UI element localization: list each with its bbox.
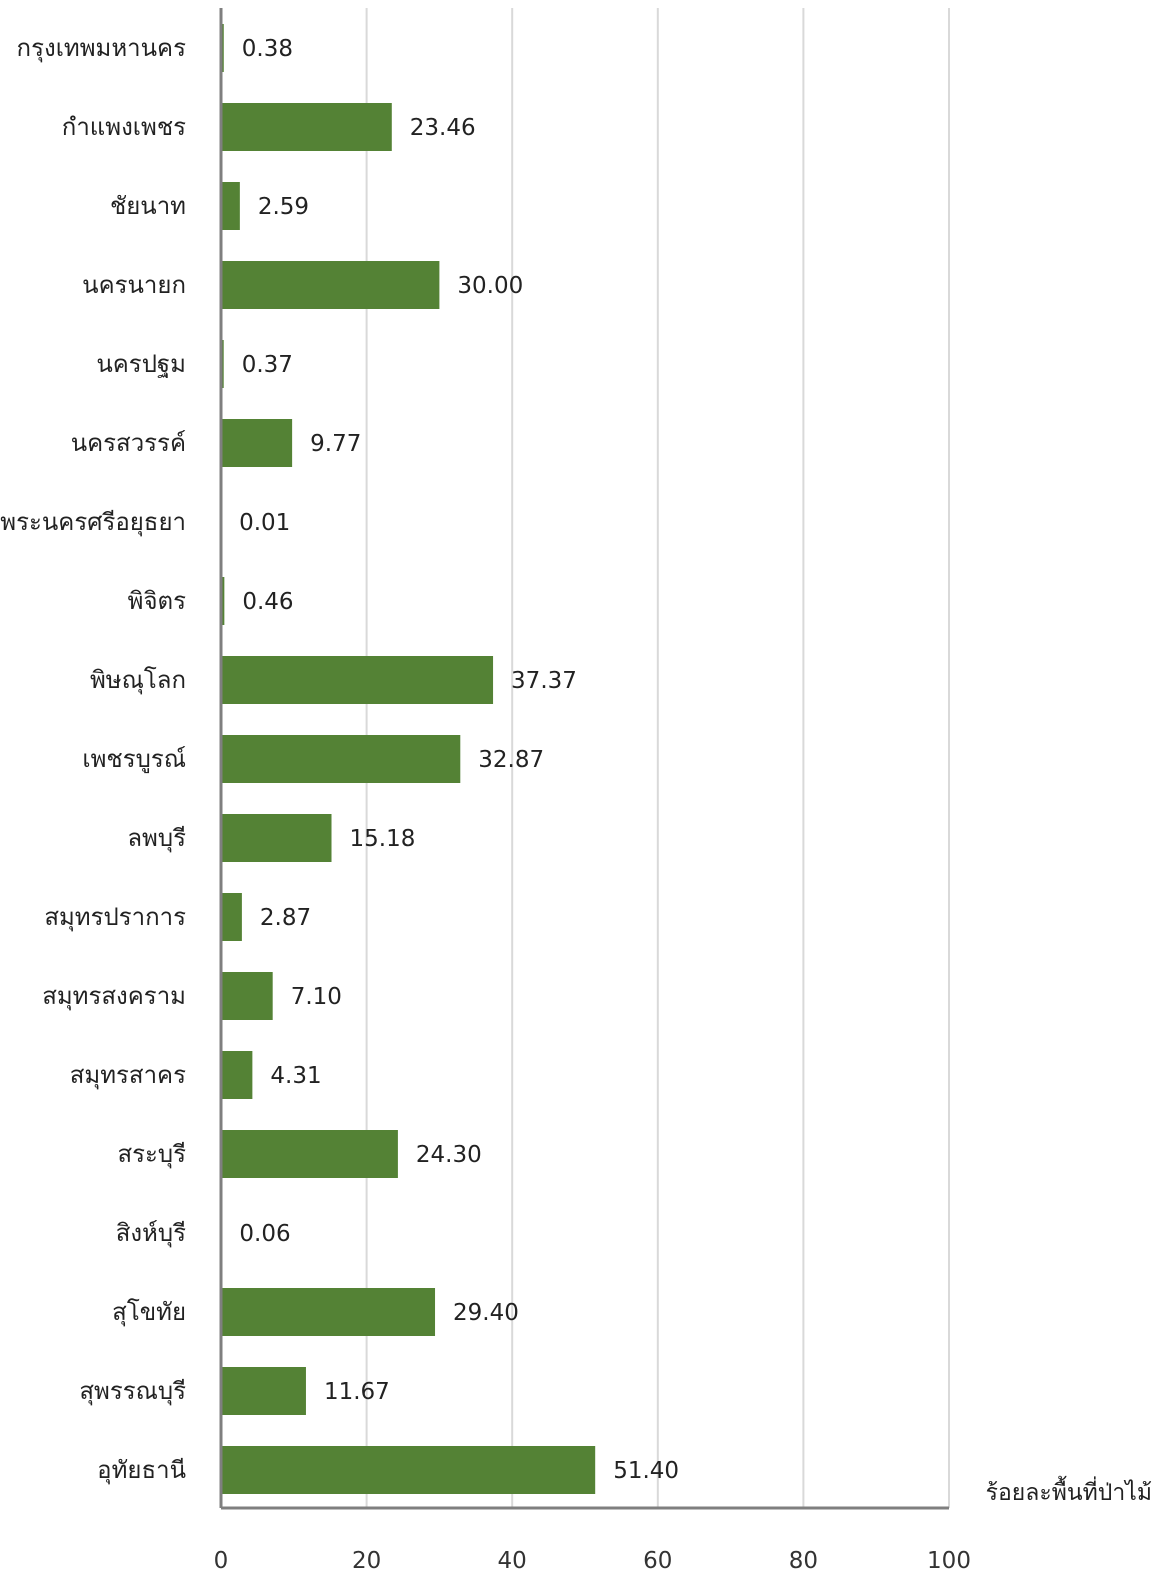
x-tick-labels: 0 20 40 60 80 100 xyxy=(214,1548,971,1574)
category-label-4: นครปฐม xyxy=(96,350,186,378)
category-label-17: สุพรรณบุรี xyxy=(79,1377,186,1406)
value-label-12: 7.10 xyxy=(291,984,342,1010)
category-label-10: ลพบุรี xyxy=(127,824,186,853)
value-label-18: 51.40 xyxy=(613,1458,679,1484)
x-axis-title: ร้อยละพื้นที่ป่าไม้ xyxy=(986,1476,1152,1506)
value-label-2: 2.59 xyxy=(258,194,309,220)
bar-12 xyxy=(221,972,273,1020)
category-label-1: กำแพงเพชร xyxy=(62,113,186,141)
x-tick-0: 0 xyxy=(214,1548,229,1574)
category-label-16: สุโขทัย xyxy=(112,1298,186,1327)
category-label-6: พระนครศรีอยุธยา xyxy=(0,508,186,537)
value-label-16: 29.40 xyxy=(453,1300,519,1326)
bar-8 xyxy=(221,656,493,704)
value-label-14: 24.30 xyxy=(416,1142,482,1168)
value-label-10: 15.18 xyxy=(350,826,416,852)
value-label-17: 11.67 xyxy=(324,1379,390,1405)
value-label-5: 9.77 xyxy=(310,431,361,457)
bar-9 xyxy=(221,735,460,783)
category-label-2: ชัยนาท xyxy=(110,192,186,220)
value-label-6: 0.01 xyxy=(239,510,290,536)
bar-1 xyxy=(221,103,392,151)
bar-13 xyxy=(221,1051,252,1099)
value-label-4: 0.37 xyxy=(242,352,293,378)
bar-10 xyxy=(221,814,332,862)
category-label-5: นครสวรรค์ xyxy=(71,429,186,457)
category-label-3: นครนายก xyxy=(82,271,186,299)
bar-5 xyxy=(221,419,292,467)
category-label-15: สิงห์บุรี xyxy=(116,1219,186,1248)
value-label-9: 32.87 xyxy=(478,747,544,773)
category-labels: กรุงเทพมหานครกำแพงเพชรชัยนาทนครนายกนครปฐ… xyxy=(0,34,186,1485)
x-tick-20: 20 xyxy=(352,1548,381,1574)
x-tick-40: 40 xyxy=(498,1548,527,1574)
value-label-8: 37.37 xyxy=(511,668,577,694)
category-label-18: อุทัยธานี xyxy=(97,1456,186,1485)
x-tick-60: 60 xyxy=(643,1548,672,1574)
bar-3 xyxy=(221,261,439,309)
value-label-0: 0.38 xyxy=(242,36,293,62)
bar-18 xyxy=(221,1446,595,1494)
category-label-14: สระบุรี xyxy=(117,1140,186,1169)
value-label-15: 0.06 xyxy=(239,1221,290,1247)
value-label-1: 23.46 xyxy=(410,115,476,141)
value-label-7: 0.46 xyxy=(242,589,293,615)
category-label-0: กรุงเทพมหานคร xyxy=(17,34,187,63)
value-label-13: 4.31 xyxy=(270,1063,321,1089)
bar-14 xyxy=(221,1130,398,1178)
category-label-9: เพชรบูรณ์ xyxy=(82,745,186,774)
category-label-8: พิษณุโลก xyxy=(90,666,186,695)
x-tick-80: 80 xyxy=(789,1548,818,1574)
x-tick-100: 100 xyxy=(927,1548,971,1574)
bar-2 xyxy=(221,182,240,230)
bar-17 xyxy=(221,1367,306,1415)
category-label-11: สมุทรปราการ xyxy=(44,903,186,932)
bar-16 xyxy=(221,1288,435,1336)
value-label-11: 2.87 xyxy=(260,905,311,931)
bar-11 xyxy=(221,893,242,941)
category-label-7: พิจิตร xyxy=(128,587,186,615)
value-label-3: 30.00 xyxy=(457,273,523,299)
category-label-13: สมุทรสาคร xyxy=(70,1061,186,1090)
category-label-12: สมุทรสงคราม xyxy=(42,982,186,1011)
